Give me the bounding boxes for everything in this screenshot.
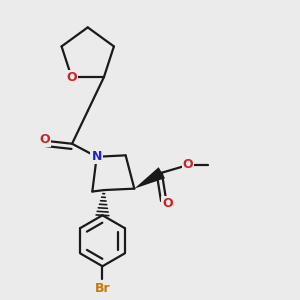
Text: O: O — [183, 158, 193, 170]
Text: O: O — [162, 197, 173, 210]
Text: O: O — [39, 133, 50, 146]
Polygon shape — [134, 167, 165, 189]
Text: N: N — [92, 150, 102, 163]
Text: Br: Br — [95, 282, 110, 295]
Text: O: O — [66, 71, 77, 84]
